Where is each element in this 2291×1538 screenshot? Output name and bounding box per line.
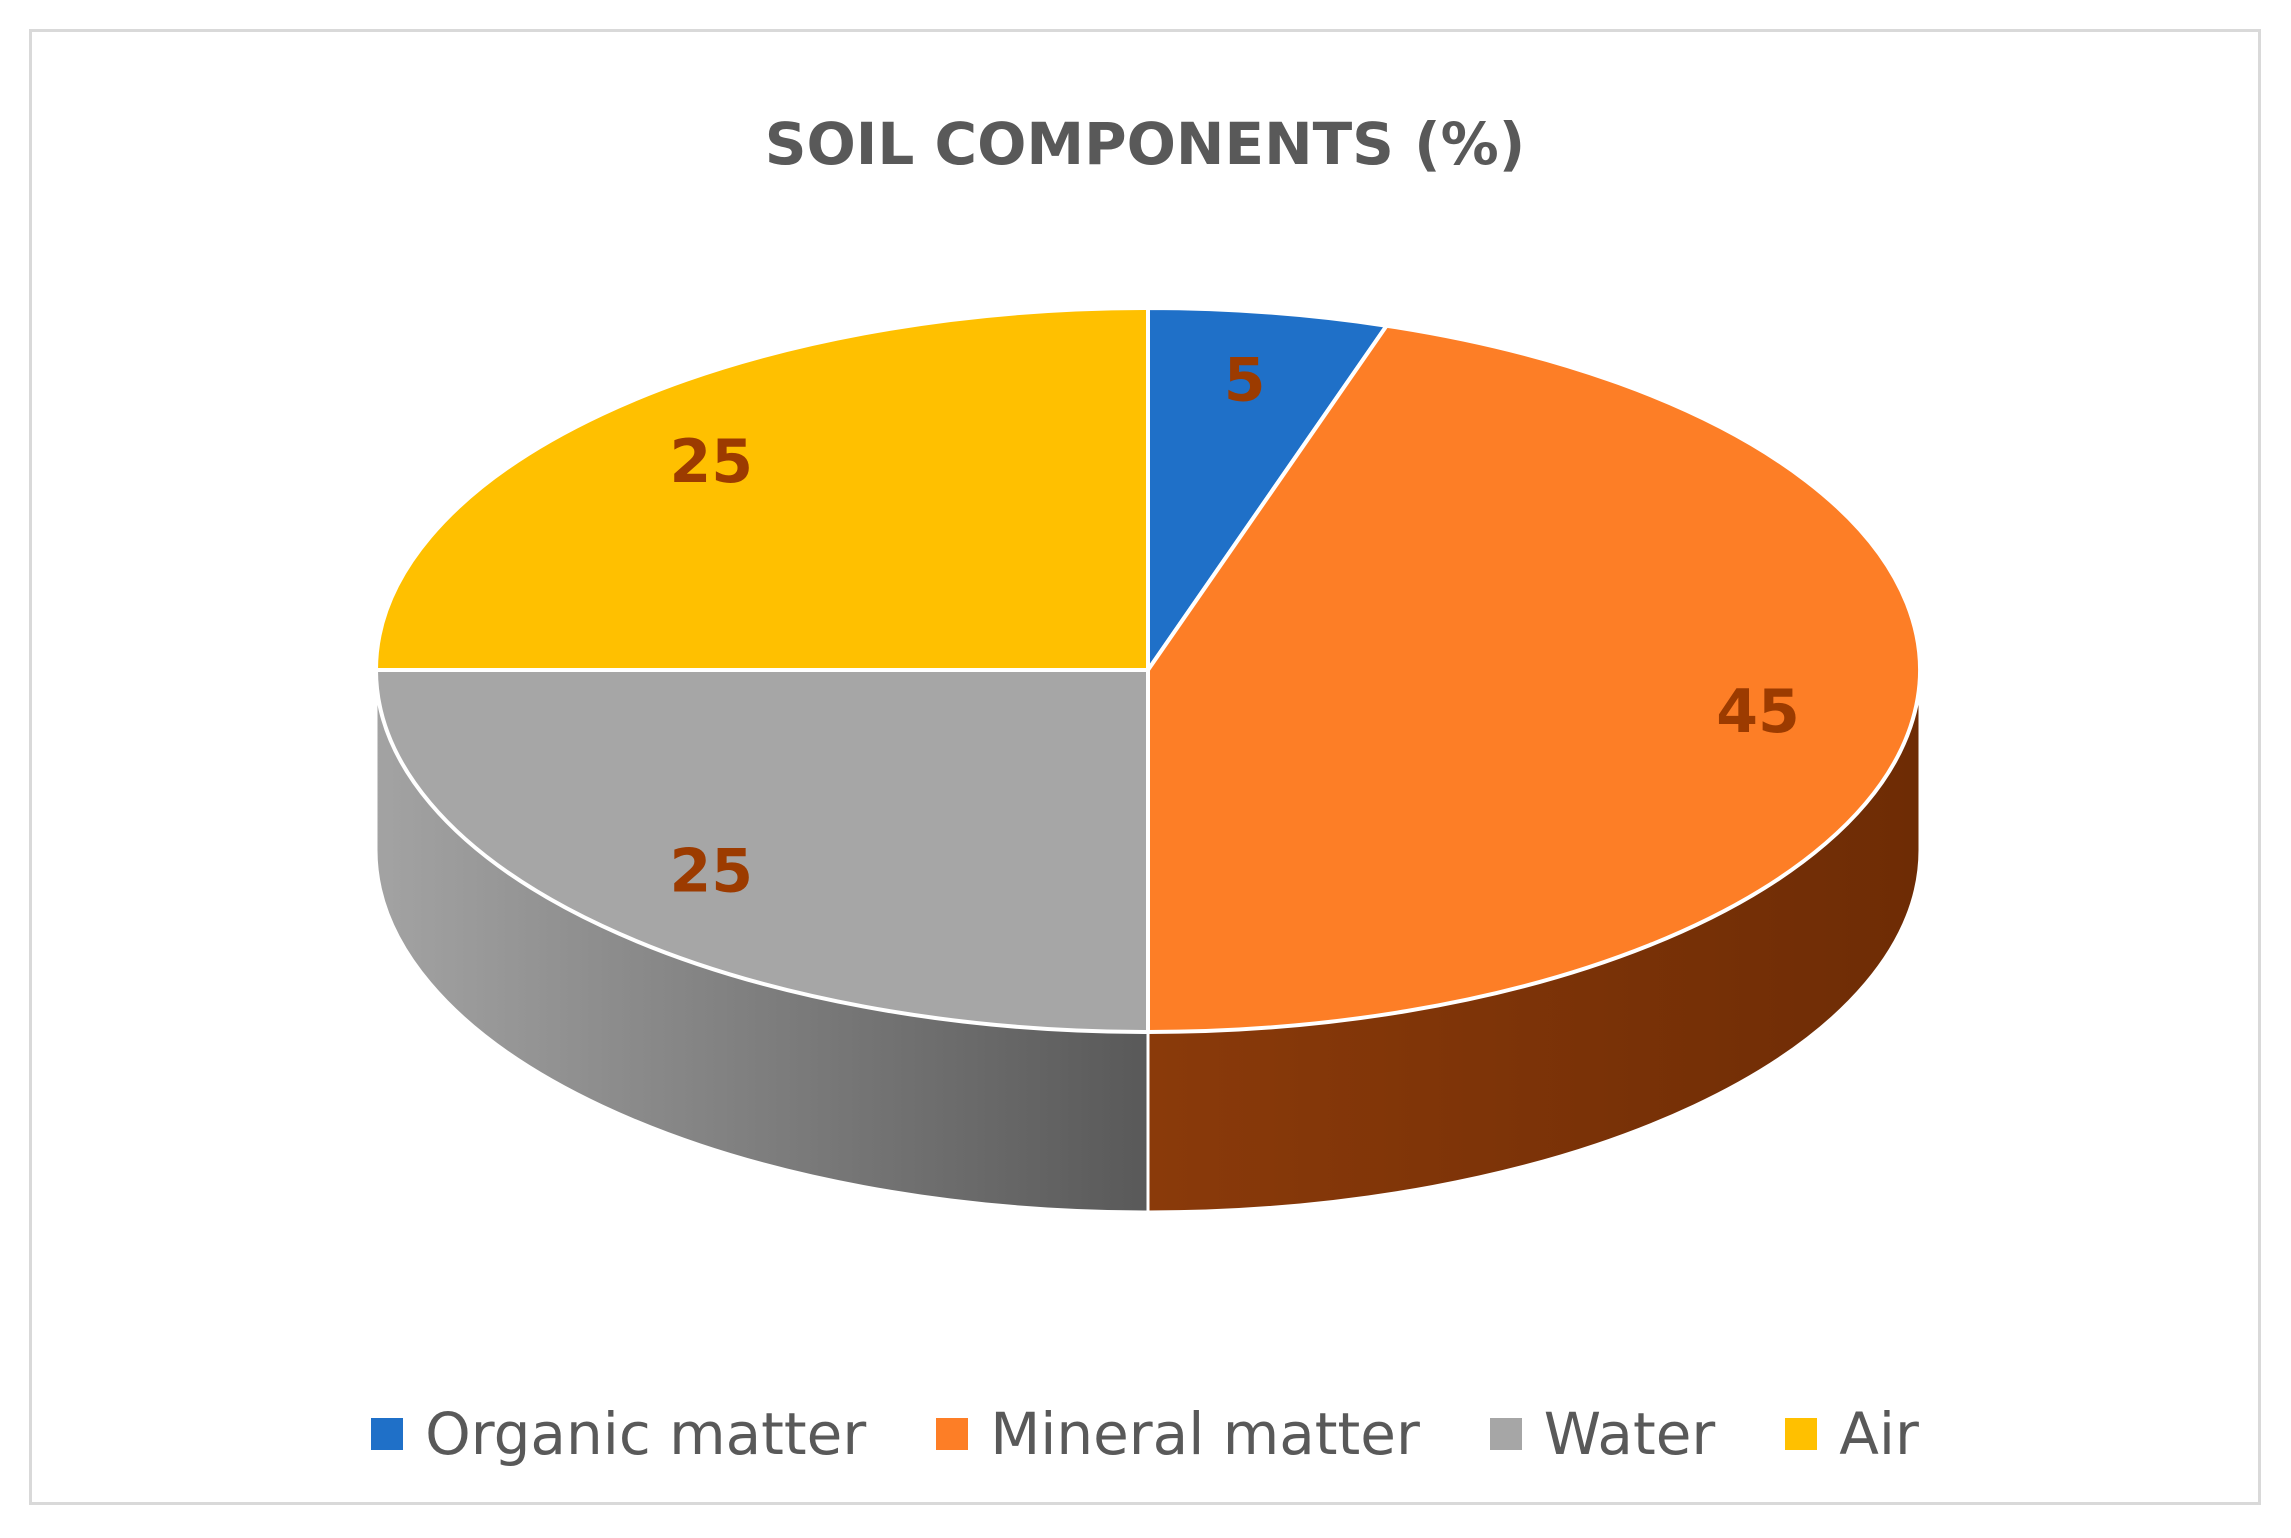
legend-swatch (1489, 1418, 1522, 1450)
legend-item-water: Water (1489, 1400, 1716, 1468)
data-label-water: 25 (670, 836, 754, 906)
chart-title: SOIL COMPONENTS (%) (764, 110, 1526, 178)
data-label-organic-matter: 5 (1224, 346, 1266, 416)
legend-label: Water (1543, 1400, 1716, 1468)
legend-label: Air (1839, 1400, 1919, 1468)
legend-item-mineral-matter: Mineral matter (936, 1400, 1420, 1468)
legend-item-organic-matter: Organic matter (371, 1400, 866, 1468)
pie-chart: 5 45 25 25 (374, 306, 1922, 1214)
legend-label: Mineral matter (990, 1400, 1420, 1468)
pie-slice-water (374, 668, 1150, 1034)
data-label-mineral-matter: 45 (1716, 677, 1800, 747)
legend-label: Organic matter (425, 1400, 867, 1468)
legend: Organic matter Mineral matter Water Air (32, 1400, 2258, 1468)
legend-swatch (371, 1418, 404, 1450)
chart-frame: SOIL COMPONENTS (%) 5 45 25 25 Organic matt… (29, 29, 2261, 1505)
legend-swatch (936, 1418, 969, 1450)
pie-slice-mineral-matter (1146, 323, 1922, 1034)
data-label-air: 25 (670, 427, 754, 497)
legend-swatch (1785, 1418, 1818, 1450)
pie-slice-air (374, 306, 1150, 672)
pie-slice-organic-matter (1146, 306, 1389, 672)
legend-item-air: Air (1785, 1400, 1919, 1468)
